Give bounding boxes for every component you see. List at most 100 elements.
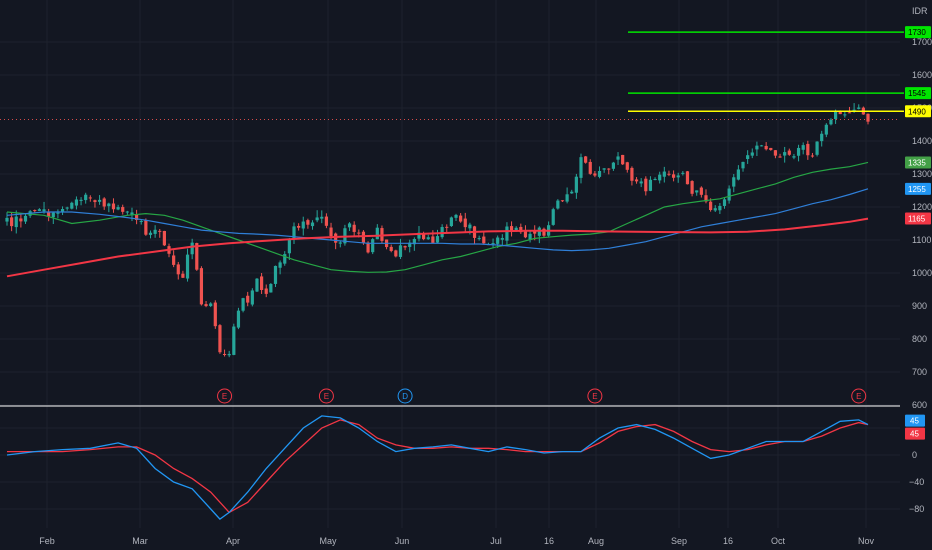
candle-body [704,195,708,202]
oscillator-axis[interactable]: −80 −40 0 45 45 [905,414,925,514]
candle-body [176,264,180,275]
candle-body [648,179,653,191]
earnings-marker-label: E [856,392,861,401]
candle-body [352,224,356,232]
price-tag-label: 1335 [908,158,926,167]
price-tick-label: 1400 [912,136,932,146]
candle-body [70,202,74,209]
candle-body [111,203,116,210]
candle-body [227,353,231,356]
candle-body [528,233,532,240]
candle-body [644,178,648,192]
price-tick-label: 600 [912,400,927,410]
candle-body [750,152,754,156]
price-tag [905,212,931,225]
candle-body [324,216,329,226]
oscillator-line [7,419,869,514]
candle-body [125,211,129,213]
candle-body [412,239,416,245]
candle-body [97,199,102,202]
candle-body [213,302,217,327]
time-tick-label: Sep [671,536,687,546]
price-tag-label: 1730 [908,28,926,37]
candle-body [815,141,819,155]
candle-body [172,255,176,265]
candle-body [523,230,528,238]
time-axis[interactable]: Feb Mar Apr May Jun Jul 16 Aug Sep 16 Oct Nov [39,536,874,546]
candle-body [565,194,569,202]
candle-body [676,175,680,178]
candle-body [810,155,815,157]
candle-body [287,238,291,254]
candle-body [389,246,393,251]
candle-body [310,222,315,227]
candle-body [662,171,666,177]
candle-body [556,200,560,209]
moving-average-line [6,217,869,278]
candle-body [292,226,296,239]
candle-body [769,147,773,150]
candle-body [491,243,495,245]
time-tick-label: Jun [395,536,410,546]
candle-body [10,217,14,227]
earnings-marker[interactable] [318,388,334,404]
candle-body [278,262,282,268]
earnings-marker-label: D [402,392,408,401]
candle-body [843,114,847,116]
candle-body [695,190,699,193]
candle-body [671,174,676,178]
candle-body [65,207,69,209]
earnings-marker[interactable] [587,388,603,404]
candle-body [250,290,254,305]
candle-body [60,209,65,212]
candle-body [477,238,481,240]
candle-body [570,191,574,194]
candle-body [560,200,565,202]
candle-body [162,230,166,246]
candle-body [496,237,500,244]
candle-body [259,276,264,290]
candle-body [681,172,685,174]
time-tick-label: 16 [723,536,733,546]
candlestick-series [5,103,870,358]
currency-label: IDR [912,6,928,16]
earnings-marker[interactable] [397,388,413,404]
candle-body [23,215,28,222]
candle-body [468,224,472,229]
candle-body [422,233,426,240]
osc-tick-label: 0 [912,450,917,460]
candle-body [306,220,310,225]
price-axis[interactable]: IDR 600700800900100011001200130014001500… [905,6,932,410]
candle-body [158,230,162,232]
candle-body [241,298,245,311]
candle-body [611,162,616,169]
candle-body [829,119,833,125]
moving-average-line [6,161,869,273]
candle-body [283,254,287,264]
price-tick-label: 1700 [912,37,932,47]
candle-body [218,325,222,353]
candle-body [79,199,83,201]
candle-body [74,199,79,206]
time-tick-label: Mar [132,536,148,546]
candle-body [625,162,629,170]
earnings-marker[interactable] [851,388,867,404]
candle-body [135,214,139,221]
candle-body [380,228,384,241]
candle-body [454,214,458,218]
earnings-marker[interactable] [217,388,233,404]
time-tick-label: Apr [226,536,240,546]
candle-body [338,242,342,244]
candle-body [190,242,194,255]
price-tag-label: 1255 [908,185,926,194]
candle-body [519,226,523,233]
candle-body [236,310,241,328]
price-tag [905,26,931,39]
candle-body [639,181,643,184]
candle-body [630,167,634,181]
candle-body [19,218,23,222]
candle-body [690,181,694,194]
candle-body [820,133,824,142]
